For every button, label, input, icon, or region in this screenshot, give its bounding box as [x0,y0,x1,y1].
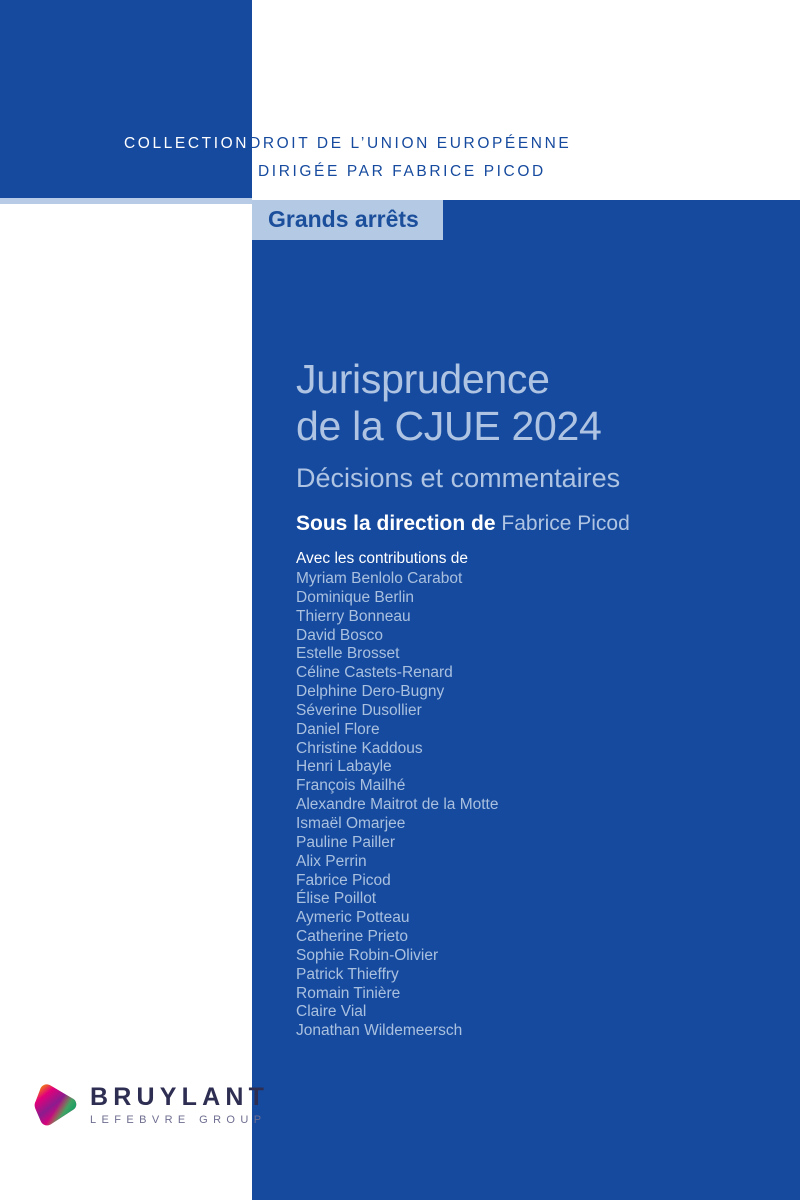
series-band-label: Grands arrêts [268,205,419,232]
left-light-strip [0,198,252,204]
contributor-item: Henri Labayle [296,758,392,776]
collection-header-line-1: COLLECTIONDROIT DE L’UNION EUROPÉENNE [124,130,571,158]
contributor-item: Claire Vial [296,1003,367,1021]
publisher-logo-text: BRUYLANT LEFEBVRE GROUP [90,1082,270,1126]
contributor-item: Sophie Robin-Olivier [296,946,439,964]
contributor-item: Élise Poillot [296,890,377,908]
contributor-item: Ismaël Omarjee [296,814,406,832]
contributor-item: Myriam Benlolo Carabot [296,570,463,587]
contributors-list: Myriam Benlolo Carabot Dominique Berlin Th… [296,570,766,1041]
collection-name: DROIT DE L’UNION EUROPÉENNE [249,135,572,152]
book-subtitle: Décisions et commentaires [296,463,621,493]
contributor-item: Patrick Thieffry [296,965,399,983]
contributor-item: François Mailhé [296,777,406,795]
bruylant-play-triangle-icon [34,1084,77,1126]
contributor-item: Séverine Dusollier [296,701,422,719]
contributor-item: Dominique Berlin [296,588,415,606]
direction-editor-name: Fabrice Picod [501,512,630,535]
contributor-item: Thierry Bonneau [296,607,411,625]
lower-blue-block [252,240,800,1200]
contributors-heading: Avec les contributions de [296,550,469,567]
contributor-item: Romain Tinière [296,984,401,1002]
publisher-tagline: LEFEBVRE GROUP [90,1113,267,1126]
contributor-item: Aymeric Potteau [296,909,410,927]
direction-lead: Sous la direction de [296,512,502,535]
direction-line: Sous la direction de Fabrice Picod [296,511,766,537]
book-title-line-2: de la CJUE 2024 [296,403,602,449]
title-block: Jurisprudence de la CJUE 2024 Décisions … [296,356,766,1041]
publisher-logo: BRUYLANT LEFEBVRE GROUP [34,1084,269,1126]
top-left-blue-block [0,0,252,198]
contributor-item: Christine Kaddous [296,739,423,757]
contributor-item: Jonathan Wildemeersch [296,1022,463,1040]
contributor-item: Alix Perrin [296,852,367,870]
collection-label: COLLECTION [124,135,250,152]
contributor-item: Alexandre Maitrot de la Motte [296,796,499,814]
series-band: Grands arrêts [252,200,443,240]
contributor-item: Delphine Dero-Bugny [296,683,445,701]
publisher-name: BRUYLANT [90,1082,270,1111]
contributor-item: David Bosco [296,626,384,644]
contributor-item: Pauline Pailler [296,833,396,851]
collection-directed-by: DIRIGÉE PAR FABRICE PICOD [258,163,546,180]
contributor-item: Catherine Prieto [296,928,409,946]
contributor-item: Fabrice Picod [296,871,391,889]
book-title-line-1: Jurisprudence [296,356,550,402]
contributor-item: Daniel Flore [296,720,380,738]
contributor-item: Estelle Brosset [296,645,400,663]
contributor-item: Céline Castets-Renard [296,664,453,682]
